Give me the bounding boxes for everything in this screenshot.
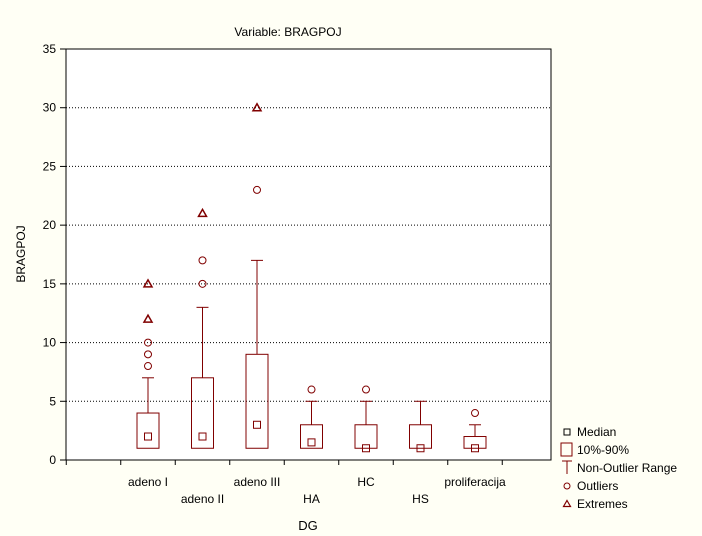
legend-extreme-symbol [562,499,572,508]
outlier-point [144,338,152,347]
y-tick-label: 5 [49,394,56,408]
median-marker [416,444,425,453]
box [463,436,487,449]
box-group [463,409,487,453]
x-axis-label: DG [298,518,318,533]
outlier-point [253,185,261,194]
box [300,424,323,449]
y-tick-label: 30 [43,101,57,115]
median-marker [253,420,261,429]
y-axis: 0 5 10 15 20 25 30 35 [43,42,66,467]
x-tick-label: HC [357,475,375,489]
median-marker [307,438,316,447]
y-tick-label: 25 [43,159,57,173]
legend-item: Median [563,425,616,439]
box-group [409,400,432,453]
outlier-point [471,409,479,418]
outlier-point [144,362,152,371]
legend-box-symbol [560,442,573,457]
plot-background [65,48,552,461]
box-group [245,102,269,449]
box [136,412,160,449]
box [354,424,378,449]
legend-label: 10%-90% [577,443,629,457]
y-tick-label: 0 [49,453,56,467]
outlier-point [198,256,207,265]
y-tick-label: 20 [43,218,57,232]
x-tick-label: adeno I [128,475,168,489]
legend-item: Outliers [563,479,618,493]
legend-outlier-symbol [563,482,571,490]
median-marker [362,444,370,453]
legend-label: Extremes [577,497,628,511]
box-group [300,385,323,449]
chart-title: Variable: BRAGPOJ [234,25,341,39]
extreme-point [142,278,154,288]
box [409,424,432,449]
x-tick-label: HA [303,492,320,506]
outlier-point [307,385,316,394]
box [245,353,269,449]
y-tick-label: 10 [43,336,57,350]
outlier-point [198,279,207,288]
legend-median-symbol [563,428,571,436]
outlier-point [362,385,370,394]
box-group [136,278,160,449]
y-tick-label: 15 [43,277,57,291]
y-tick-label: 35 [43,42,57,56]
legend-item: Extremes [562,497,628,511]
extreme-point [251,102,263,112]
legend-item: Non-Outlier Range [562,460,677,475]
extreme-point [142,313,154,323]
median-marker [144,432,152,441]
legend-label: Non-Outlier Range [577,461,677,475]
box-plots [136,102,487,453]
box-group [191,207,214,449]
box [191,377,214,449]
median-marker [198,432,207,441]
x-axis: adeno I adeno II adeno III HA HC HS proliferac… [65,460,506,506]
x-tick-label: adeno II [181,492,224,506]
x-tick-label: HS [412,492,429,506]
outlier-point [144,350,152,359]
median-marker [471,444,479,453]
legend-label: Median [577,425,616,439]
x-tick-label: proliferacija [444,475,506,489]
y-axis-label: BRAGPOJ [14,225,28,282]
extreme-point [197,207,208,218]
legend-item: 10%-90% [560,442,629,457]
box-group [354,385,378,453]
x-tick-label: adeno III [234,475,281,489]
legend-label: Outliers [577,479,618,493]
legend: Median 10%-90% Non-Outlier Range Outliers Ex… [560,425,677,511]
